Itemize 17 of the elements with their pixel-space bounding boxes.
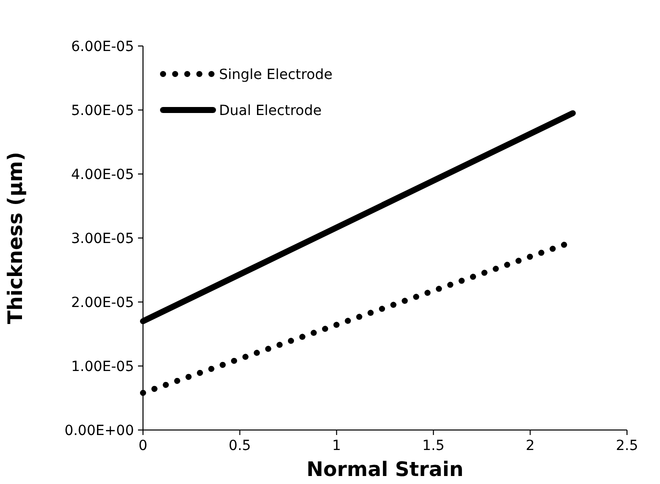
x-tick-label: 0.5: [228, 438, 251, 454]
x-tick-label: 2: [526, 438, 535, 454]
x-tick-label: 2.5: [616, 438, 638, 454]
x-tick-label: 0: [138, 438, 148, 454]
legend-label: Dual Electrode: [219, 102, 322, 119]
x-axis-title: Normal Strain: [306, 457, 464, 481]
y-tick-label: 1.00E-05: [71, 358, 134, 375]
y-tick-label: 6.00E-05: [71, 38, 134, 55]
x-tick-label: 1.5: [422, 438, 445, 454]
legend-label: Single Electrode: [219, 66, 333, 83]
y-tick-label: 0.00E+00: [64, 422, 134, 439]
y-tick-label: 3.00E-05: [71, 230, 134, 247]
y-tick-label: 4.00E-05: [71, 166, 134, 183]
x-tick-label: 1: [332, 438, 342, 454]
y-axis-title: Thickness (µm): [3, 152, 27, 324]
y-tick-label: 2.00E-05: [71, 294, 134, 311]
y-tick-label: 5.00E-05: [71, 102, 134, 119]
